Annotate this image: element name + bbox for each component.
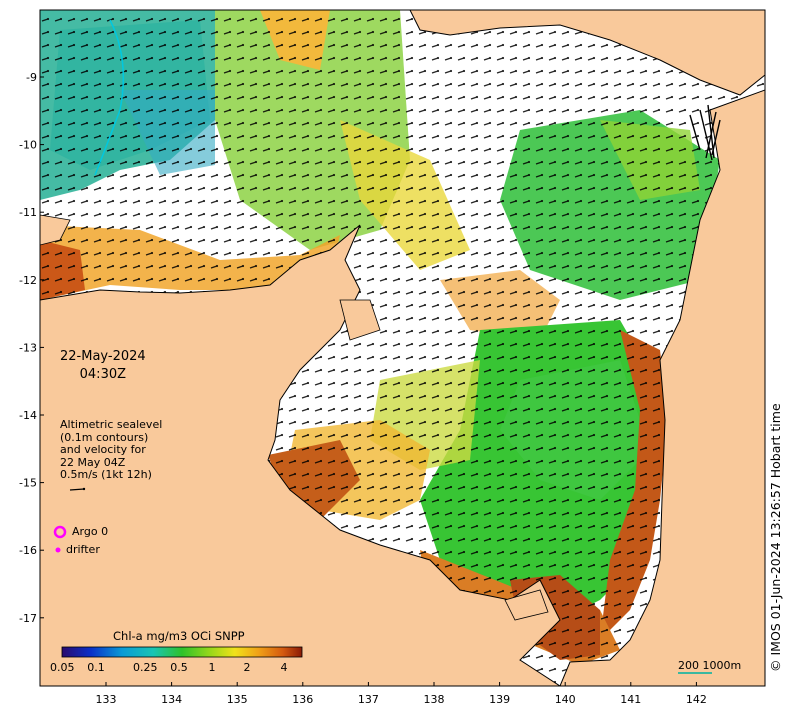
argo-legend-label: Argo 0 — [72, 525, 109, 538]
velocity-scale-arrow — [69, 488, 85, 491]
colorbar-tick-label: 0.1 — [87, 661, 105, 674]
land-cape-york — [559, 89, 765, 686]
altimetry-line-4: 22 May 04Z — [60, 455, 126, 469]
altimetry-line-2: (0.1m contours) — [60, 430, 149, 444]
argo-legend-icon — [53, 525, 67, 539]
colorbar-tick-label: 1 — [208, 661, 216, 674]
colorbar-tick-label: 0.05 — [50, 661, 75, 674]
colorbar-bar — [61, 646, 303, 658]
colorbar-tick-label: 0.5 — [170, 661, 188, 674]
lat-tick-label: -11 — [19, 206, 37, 219]
lon-tick-label: 133 — [96, 693, 117, 706]
drifter-legend-icon — [55, 547, 61, 553]
time-text: 04:30Z — [79, 367, 127, 382]
altimetry-line-3: and velocity for — [60, 443, 146, 456]
land-northern-territory — [40, 224, 561, 686]
lon-tick-label: 140 — [555, 693, 576, 706]
date-text: 22-May-2024 — [60, 349, 146, 364]
lat-tick-label: -12 — [19, 274, 37, 287]
colorbar-tick-label: 0.25 — [133, 661, 158, 674]
land-mornington-island — [504, 589, 549, 621]
lon-tick-label: 138 — [424, 693, 445, 706]
lat-tick-label: -17 — [19, 612, 37, 625]
land-cobourg — [40, 214, 71, 246]
land-island — [339, 299, 381, 341]
lat-tick-label: -15 — [19, 477, 37, 490]
lon-tick-label: 135 — [227, 693, 248, 706]
date-label: 22-May-2024 04:30Z — [60, 348, 146, 384]
drifter-legend-label: drifter — [66, 543, 100, 556]
credit-text: © IMOS 01-Jun-2024 13:26:57 Hobart time — [768, 403, 783, 672]
lon-tick-label: 134 — [161, 693, 182, 706]
scale-bar-label: 200 1000m — [678, 659, 742, 672]
colorbar-title: Chl-a mg/m3 OCi SNPP — [113, 629, 245, 643]
drifter-track — [94, 19, 125, 176]
map-frame — [39, 9, 766, 687]
lat-tick-label: -14 — [19, 409, 37, 422]
lon-tick-label: 142 — [686, 693, 707, 706]
longitude-axis: 133 134 135 136 137 138 139 140 141 142 — [96, 682, 707, 706]
lon-tick-label: 137 — [358, 693, 379, 706]
lon-tick-label: 141 — [620, 693, 641, 706]
lat-tick-label: -16 — [19, 544, 37, 557]
colorbar-tick-label: 2 — [243, 661, 251, 674]
altimetry-line-1: Altimetric sealevel — [60, 418, 163, 431]
altimetry-note: Altimetric sealevel (0.1m contours) and … — [60, 418, 163, 482]
lon-tick-label: 136 — [292, 693, 313, 706]
land-papua — [409, 10, 765, 96]
colorbar-tick-label: 4 — [280, 661, 288, 674]
altimetry-line-5: 0.5m/s (1kt 12h) — [60, 468, 152, 481]
lon-tick-label: 139 — [489, 693, 510, 706]
latitude-axis: -9 -10 -11 -12 -13 -14 -15 -16 -17 — [19, 71, 44, 625]
strong-current-lines — [689, 104, 721, 161]
lat-tick-label: -9 — [26, 71, 37, 84]
lat-tick-label: -13 — [19, 341, 37, 354]
lat-tick-label: -10 — [19, 139, 37, 152]
